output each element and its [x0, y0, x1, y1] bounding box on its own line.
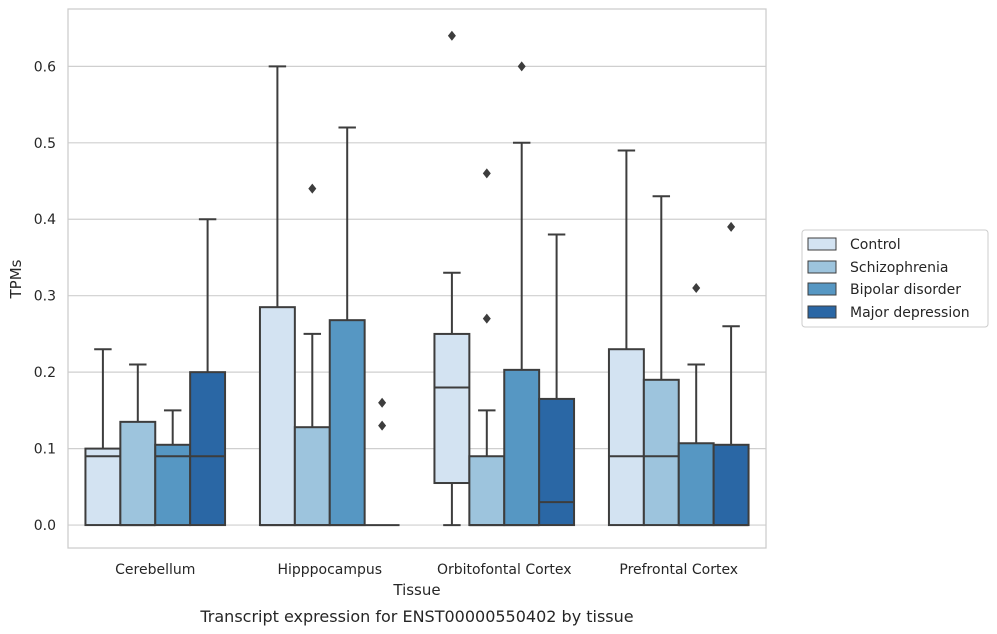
legend-swatch-major-depression	[807, 305, 837, 319]
box-body	[328, 319, 366, 527]
x-tick-label: Prefrontal Cortex	[619, 562, 738, 578]
x-tick-label: Hipppocampus	[277, 562, 382, 578]
y-axis-label: TPMs	[7, 259, 25, 299]
x-axis-label: Tissue	[392, 581, 440, 599]
legend-swatch-bipolar-disorder	[807, 282, 837, 296]
box-group	[712, 221, 750, 527]
legend-frame	[801, 229, 989, 328]
box-group	[642, 195, 680, 527]
box-group	[538, 233, 576, 527]
outlier-point	[378, 420, 387, 431]
y-tick-label: 0.6	[34, 59, 56, 75]
box-group	[84, 348, 122, 527]
x-tick-label: Cerebellum	[115, 562, 195, 578]
box-group	[293, 183, 331, 527]
box-body	[189, 371, 227, 527]
legend-label-bipolar-disorder: Bipolar disorder	[850, 282, 961, 298]
box-body	[607, 348, 645, 527]
outlier-point	[378, 397, 387, 408]
box-body	[258, 306, 296, 527]
y-tick-label: 0.5	[34, 136, 56, 152]
legend: Control Schizophrenia Bipolar disorder M…	[801, 229, 989, 328]
outlier-point	[447, 30, 456, 41]
box-body	[119, 420, 157, 527]
box-body	[154, 443, 192, 527]
box-body	[84, 447, 122, 527]
y-tick-labels: 0.0 0.1 0.2 0.3 0.4 0.5 0.6	[34, 59, 56, 534]
box-body	[468, 455, 506, 527]
box-body	[712, 443, 750, 527]
box-group	[154, 409, 192, 527]
legend-label-control: Control	[850, 237, 901, 253]
outlier-point	[482, 168, 491, 179]
outlier-point	[727, 221, 736, 232]
legend-label-major-depression: Major depression	[850, 305, 970, 321]
box-group	[189, 218, 227, 527]
chart-caption: Transcript expression for ENST0000055040…	[199, 607, 633, 626]
box-body	[538, 397, 576, 527]
box-group	[433, 30, 471, 527]
outlier-point	[517, 61, 526, 72]
x-tick-label: Orbitofontal Cortex	[437, 562, 572, 578]
box-group	[258, 65, 296, 527]
box-body	[642, 378, 680, 527]
outlier-point	[482, 313, 491, 324]
box-group	[677, 283, 715, 527]
box-body	[433, 332, 471, 485]
y-tick-label: 0.4	[34, 212, 56, 228]
outlier-point	[308, 183, 317, 194]
legend-swatch-schizophrenia	[807, 260, 837, 274]
box-body	[503, 368, 541, 527]
box-body	[293, 426, 331, 527]
box-group	[503, 61, 541, 527]
box-group	[607, 149, 645, 527]
box-group	[328, 126, 366, 527]
plot-frame	[67, 8, 767, 549]
boxes-layer	[84, 30, 750, 527]
y-tick-label: 0.0	[34, 518, 56, 534]
outlier-point	[692, 283, 701, 294]
box-body	[677, 442, 715, 527]
y-tick-label: 0.3	[34, 289, 56, 305]
box-group	[119, 363, 157, 527]
y-tick-label: 0.2	[34, 365, 56, 381]
legend-label-schizophrenia: Schizophrenia	[850, 260, 948, 276]
box-group	[364, 397, 400, 527]
box-group	[468, 168, 506, 527]
y-tick-label: 0.1	[34, 442, 56, 458]
x-tick-labels: Cerebellum Hipppocampus Orbitofontal Corte…	[115, 562, 738, 578]
legend-swatch-control	[807, 237, 837, 251]
